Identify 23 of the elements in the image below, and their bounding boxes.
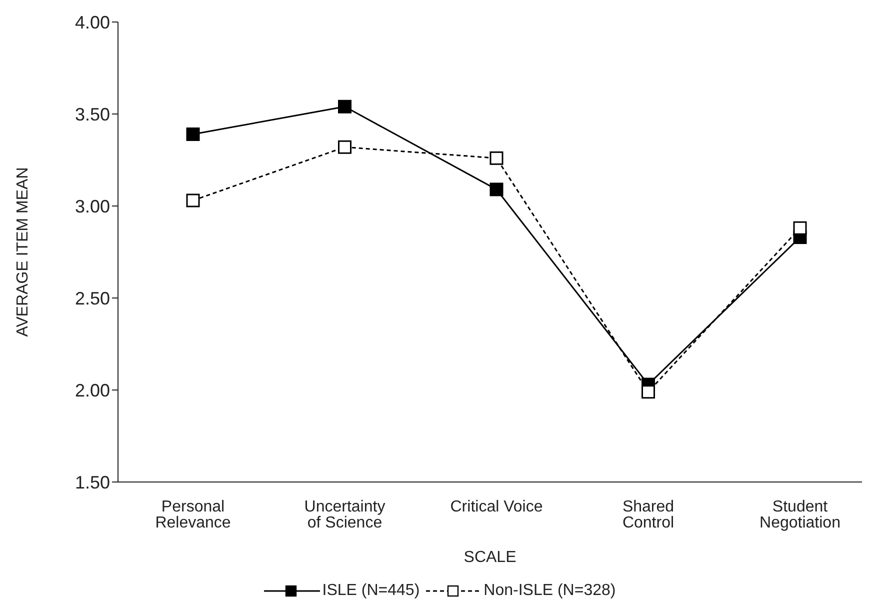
y-tick-label: 1.50 <box>74 472 110 492</box>
point <box>338 100 352 114</box>
point <box>186 127 200 141</box>
point <box>186 194 200 208</box>
y-tick-label: 2.50 <box>74 288 110 308</box>
x-tick-label: Personal Relevance <box>155 498 231 532</box>
x-tick-label: Shared Control <box>622 498 674 532</box>
legend-label: Non-ISLE (N=328) <box>482 582 616 600</box>
y-tick-label: 3.00 <box>74 196 110 216</box>
point <box>793 221 807 235</box>
x-axis-title: SCALE <box>464 549 516 566</box>
point <box>642 385 655 399</box>
point <box>338 140 352 154</box>
point <box>490 151 504 165</box>
x-tick-label: Critical Voice <box>450 498 543 516</box>
point <box>490 182 504 196</box>
x-tick-label: Student Negotiation <box>760 498 840 532</box>
x-tick-label: Uncertainty of Science <box>304 498 386 532</box>
legend-label: ISLE (N=445) <box>321 582 420 600</box>
y-tick-label: 2.00 <box>74 380 110 400</box>
y-tick-label: 4.00 <box>74 12 110 32</box>
y-axis-title: AVERAGE ITEM MEAN <box>14 167 32 337</box>
y-tick-label: 3.50 <box>74 104 110 124</box>
